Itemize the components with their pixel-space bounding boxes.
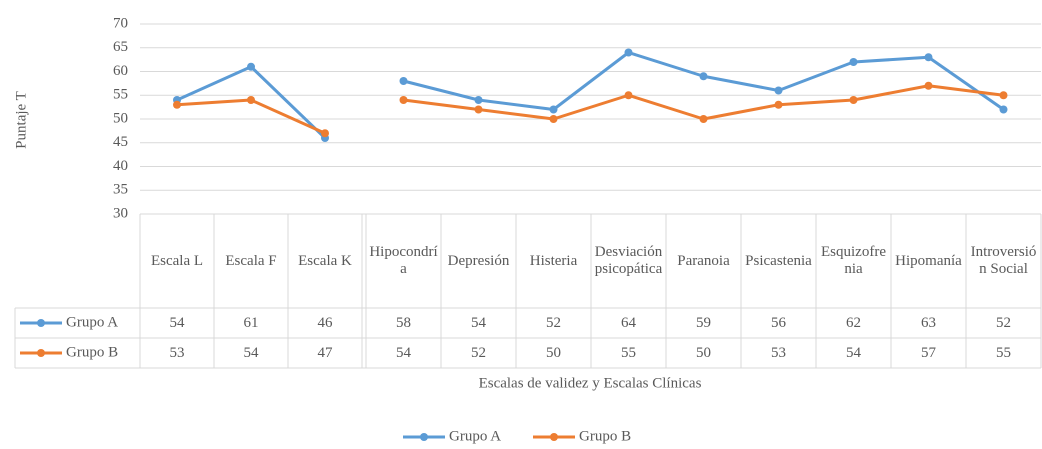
category-label: Escala F xyxy=(225,252,277,269)
legend-dot xyxy=(420,433,428,441)
series-point xyxy=(849,58,858,66)
legend-dot xyxy=(550,433,558,441)
table-value: 54 xyxy=(471,314,486,331)
series-point xyxy=(924,53,933,62)
category-label: Escala K xyxy=(298,252,352,269)
table-value: 58 xyxy=(396,314,411,331)
table-value: 59 xyxy=(696,314,711,331)
category-label: Esquizofrenia xyxy=(821,244,886,277)
y-tick-label: 40 xyxy=(113,158,128,174)
table-legend-dot xyxy=(37,319,45,327)
series-point xyxy=(849,96,858,104)
category-label: Desviación psicopática xyxy=(594,244,663,277)
series-point xyxy=(399,96,408,104)
category-label: Escala L xyxy=(150,252,204,269)
y-tick-label: 35 xyxy=(113,182,128,198)
series-point xyxy=(474,96,483,104)
table-value: 54 xyxy=(846,344,861,361)
series-point xyxy=(774,100,783,109)
table-row-label: Grupo B xyxy=(66,344,118,360)
table-row-label: Grupo A xyxy=(66,314,118,330)
series-point xyxy=(247,96,255,104)
series-point xyxy=(924,81,933,90)
y-tick-label: 45 xyxy=(113,134,128,150)
legend-label: Grupo A xyxy=(449,428,501,444)
series-point xyxy=(999,91,1008,100)
legend-label: Grupo B xyxy=(579,428,631,444)
x-axis-title: Escalas de validez y Escalas Clínicas xyxy=(479,375,702,391)
table-value: 52 xyxy=(471,344,486,361)
series-point xyxy=(474,105,483,114)
y-tick-label: 30 xyxy=(113,205,128,221)
table-value: 55 xyxy=(621,344,636,361)
series-line xyxy=(403,51,1005,111)
table-value: 56 xyxy=(771,314,786,331)
table-value: 53 xyxy=(169,344,185,361)
table-value: 54 xyxy=(396,344,411,361)
table-value: 53 xyxy=(771,344,786,361)
table-value: 54 xyxy=(243,344,259,361)
table-value: 55 xyxy=(996,344,1011,361)
series-point xyxy=(549,115,558,123)
category-label: Histeria xyxy=(529,252,578,269)
series-point xyxy=(699,72,708,81)
table-value: 57 xyxy=(921,344,936,361)
series-point xyxy=(699,115,708,123)
table-value: 47 xyxy=(317,344,333,361)
y-axis-title: Puntaje T xyxy=(13,91,29,149)
table-value: 52 xyxy=(546,314,561,331)
table-value: 54 xyxy=(169,314,185,331)
category-label: Paranoia xyxy=(677,252,730,269)
category-label: Introversión Social xyxy=(970,244,1037,277)
series-point xyxy=(624,48,633,57)
series-point xyxy=(999,105,1008,114)
series-point xyxy=(774,86,783,95)
category-label: Psicastenia xyxy=(745,252,812,269)
y-tick-label: 60 xyxy=(113,63,128,79)
y-tick-label: 55 xyxy=(113,87,128,103)
category-label: Hipocondría xyxy=(369,244,438,277)
series-point xyxy=(247,62,255,71)
table-value: 52 xyxy=(996,314,1011,331)
table-value: 62 xyxy=(846,314,861,331)
table-value: 63 xyxy=(921,314,936,331)
y-tick-label: 70 xyxy=(113,15,128,31)
y-tick-label: 50 xyxy=(113,110,128,126)
table-value: 64 xyxy=(621,314,636,331)
category-label: Depresión xyxy=(447,252,510,269)
table-value: 50 xyxy=(696,344,711,361)
category-label: Hipomanía xyxy=(895,252,962,269)
table-value: 61 xyxy=(243,314,259,331)
table-value: 50 xyxy=(546,344,561,361)
series-point xyxy=(624,91,633,100)
series-point xyxy=(321,129,329,138)
series-point xyxy=(173,100,181,109)
series-point xyxy=(549,105,558,114)
table-value: 46 xyxy=(317,314,333,331)
y-tick-label: 65 xyxy=(113,39,128,55)
table-legend-dot xyxy=(37,349,45,357)
series-point xyxy=(399,77,408,85)
